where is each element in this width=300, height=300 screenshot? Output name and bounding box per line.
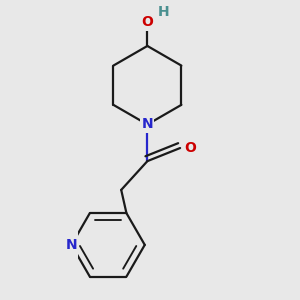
Text: H: H <box>157 5 169 19</box>
Text: O: O <box>184 141 196 155</box>
Text: O: O <box>141 15 153 29</box>
Text: N: N <box>142 118 153 131</box>
Text: N: N <box>66 238 77 252</box>
